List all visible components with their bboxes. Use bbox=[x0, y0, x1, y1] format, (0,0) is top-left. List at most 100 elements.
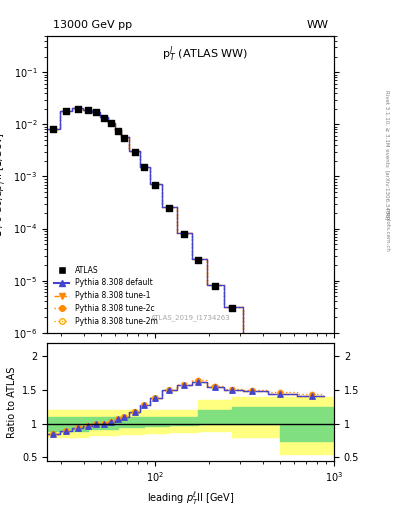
Point bbox=[141, 401, 147, 409]
Point bbox=[108, 418, 114, 426]
Point bbox=[84, 422, 91, 430]
Point bbox=[63, 426, 70, 435]
Point bbox=[211, 282, 218, 290]
Y-axis label: Ratio to ATLAS: Ratio to ATLAS bbox=[7, 366, 17, 438]
Point bbox=[211, 382, 218, 390]
Point bbox=[249, 388, 255, 396]
Point bbox=[50, 430, 56, 438]
Point bbox=[84, 422, 91, 430]
Point bbox=[121, 134, 127, 142]
Point bbox=[166, 386, 172, 394]
Point bbox=[84, 422, 91, 430]
Point bbox=[211, 382, 218, 391]
Point bbox=[121, 413, 127, 421]
Point bbox=[211, 382, 218, 391]
Point bbox=[132, 147, 138, 156]
Point bbox=[108, 418, 114, 426]
Point bbox=[309, 390, 315, 398]
Point bbox=[277, 390, 283, 398]
Point bbox=[101, 114, 107, 122]
Point bbox=[166, 386, 172, 394]
Point bbox=[121, 413, 127, 421]
Point bbox=[121, 413, 127, 421]
Point bbox=[141, 401, 147, 409]
Point bbox=[249, 386, 255, 394]
Point bbox=[93, 420, 99, 429]
Point bbox=[229, 385, 235, 393]
Point bbox=[63, 426, 70, 435]
Point bbox=[229, 386, 235, 394]
Point bbox=[211, 382, 218, 391]
Point bbox=[50, 430, 56, 438]
Point bbox=[63, 107, 70, 115]
Point bbox=[50, 430, 56, 438]
X-axis label: leading $p_T^{\ell}$II [GeV]: leading $p_T^{\ell}$II [GeV] bbox=[147, 490, 234, 507]
Point bbox=[181, 380, 187, 389]
Point bbox=[277, 388, 283, 396]
Point bbox=[152, 394, 158, 402]
Point bbox=[166, 386, 172, 394]
Point bbox=[75, 424, 81, 432]
Point bbox=[229, 386, 235, 394]
Point bbox=[309, 392, 315, 400]
Point bbox=[152, 394, 158, 402]
Point bbox=[75, 104, 81, 113]
Point bbox=[132, 408, 138, 416]
Text: WW: WW bbox=[306, 20, 328, 30]
Point bbox=[108, 119, 114, 127]
Point bbox=[152, 180, 158, 188]
Point bbox=[121, 413, 127, 421]
Point bbox=[132, 408, 138, 416]
Text: 13000 GeV pp: 13000 GeV pp bbox=[53, 20, 132, 30]
Point bbox=[141, 401, 147, 409]
Point bbox=[63, 426, 70, 435]
Point bbox=[115, 415, 121, 423]
Point bbox=[101, 420, 107, 428]
Point bbox=[166, 386, 172, 394]
Point bbox=[309, 392, 315, 400]
Point bbox=[75, 424, 81, 432]
Legend: ATLAS, Pythia 8.308 default, Pythia 8.308 tune-1, Pythia 8.308 tune-2c, Pythia 8: ATLAS, Pythia 8.308 default, Pythia 8.30… bbox=[51, 263, 162, 329]
Point bbox=[277, 390, 283, 398]
Point bbox=[181, 229, 187, 238]
Point bbox=[93, 108, 99, 116]
Point bbox=[195, 376, 202, 384]
Point bbox=[108, 418, 114, 426]
Point bbox=[93, 420, 99, 429]
Point bbox=[50, 430, 56, 438]
Point bbox=[132, 408, 138, 416]
Point bbox=[84, 422, 91, 430]
Text: ATLAS_2019_I1734263: ATLAS_2019_I1734263 bbox=[151, 314, 230, 321]
Point bbox=[152, 394, 158, 402]
Point bbox=[195, 378, 202, 386]
Point bbox=[93, 420, 99, 429]
Point bbox=[101, 420, 107, 428]
Point bbox=[195, 378, 202, 386]
Point bbox=[309, 392, 315, 400]
Point bbox=[229, 386, 235, 394]
Point bbox=[75, 424, 81, 432]
Point bbox=[115, 127, 121, 135]
Point bbox=[84, 106, 91, 114]
Point bbox=[75, 424, 81, 432]
Point bbox=[181, 380, 187, 389]
Point bbox=[115, 415, 121, 423]
Point bbox=[277, 390, 283, 398]
Point bbox=[181, 380, 187, 389]
Point bbox=[115, 415, 121, 423]
Text: mcplots.cern.ch: mcplots.cern.ch bbox=[384, 208, 389, 252]
Point bbox=[101, 420, 107, 428]
Point bbox=[229, 304, 235, 312]
Point bbox=[249, 388, 255, 396]
Point bbox=[181, 380, 187, 389]
Point bbox=[141, 401, 147, 409]
Point bbox=[249, 388, 255, 396]
Point bbox=[101, 420, 107, 428]
Point bbox=[166, 204, 172, 212]
Point bbox=[93, 420, 99, 429]
Point bbox=[132, 408, 138, 416]
Point bbox=[108, 418, 114, 426]
Point bbox=[195, 378, 202, 386]
Y-axis label: 1 / $\sigma$ d$\sigma$/d$p_T^{\ell}$II [1/GeV]: 1 / $\sigma$ d$\sigma$/d$p_T^{\ell}$II [… bbox=[0, 132, 8, 237]
Text: [arXiv:1306.3436]: [arXiv:1306.3436] bbox=[384, 169, 389, 220]
